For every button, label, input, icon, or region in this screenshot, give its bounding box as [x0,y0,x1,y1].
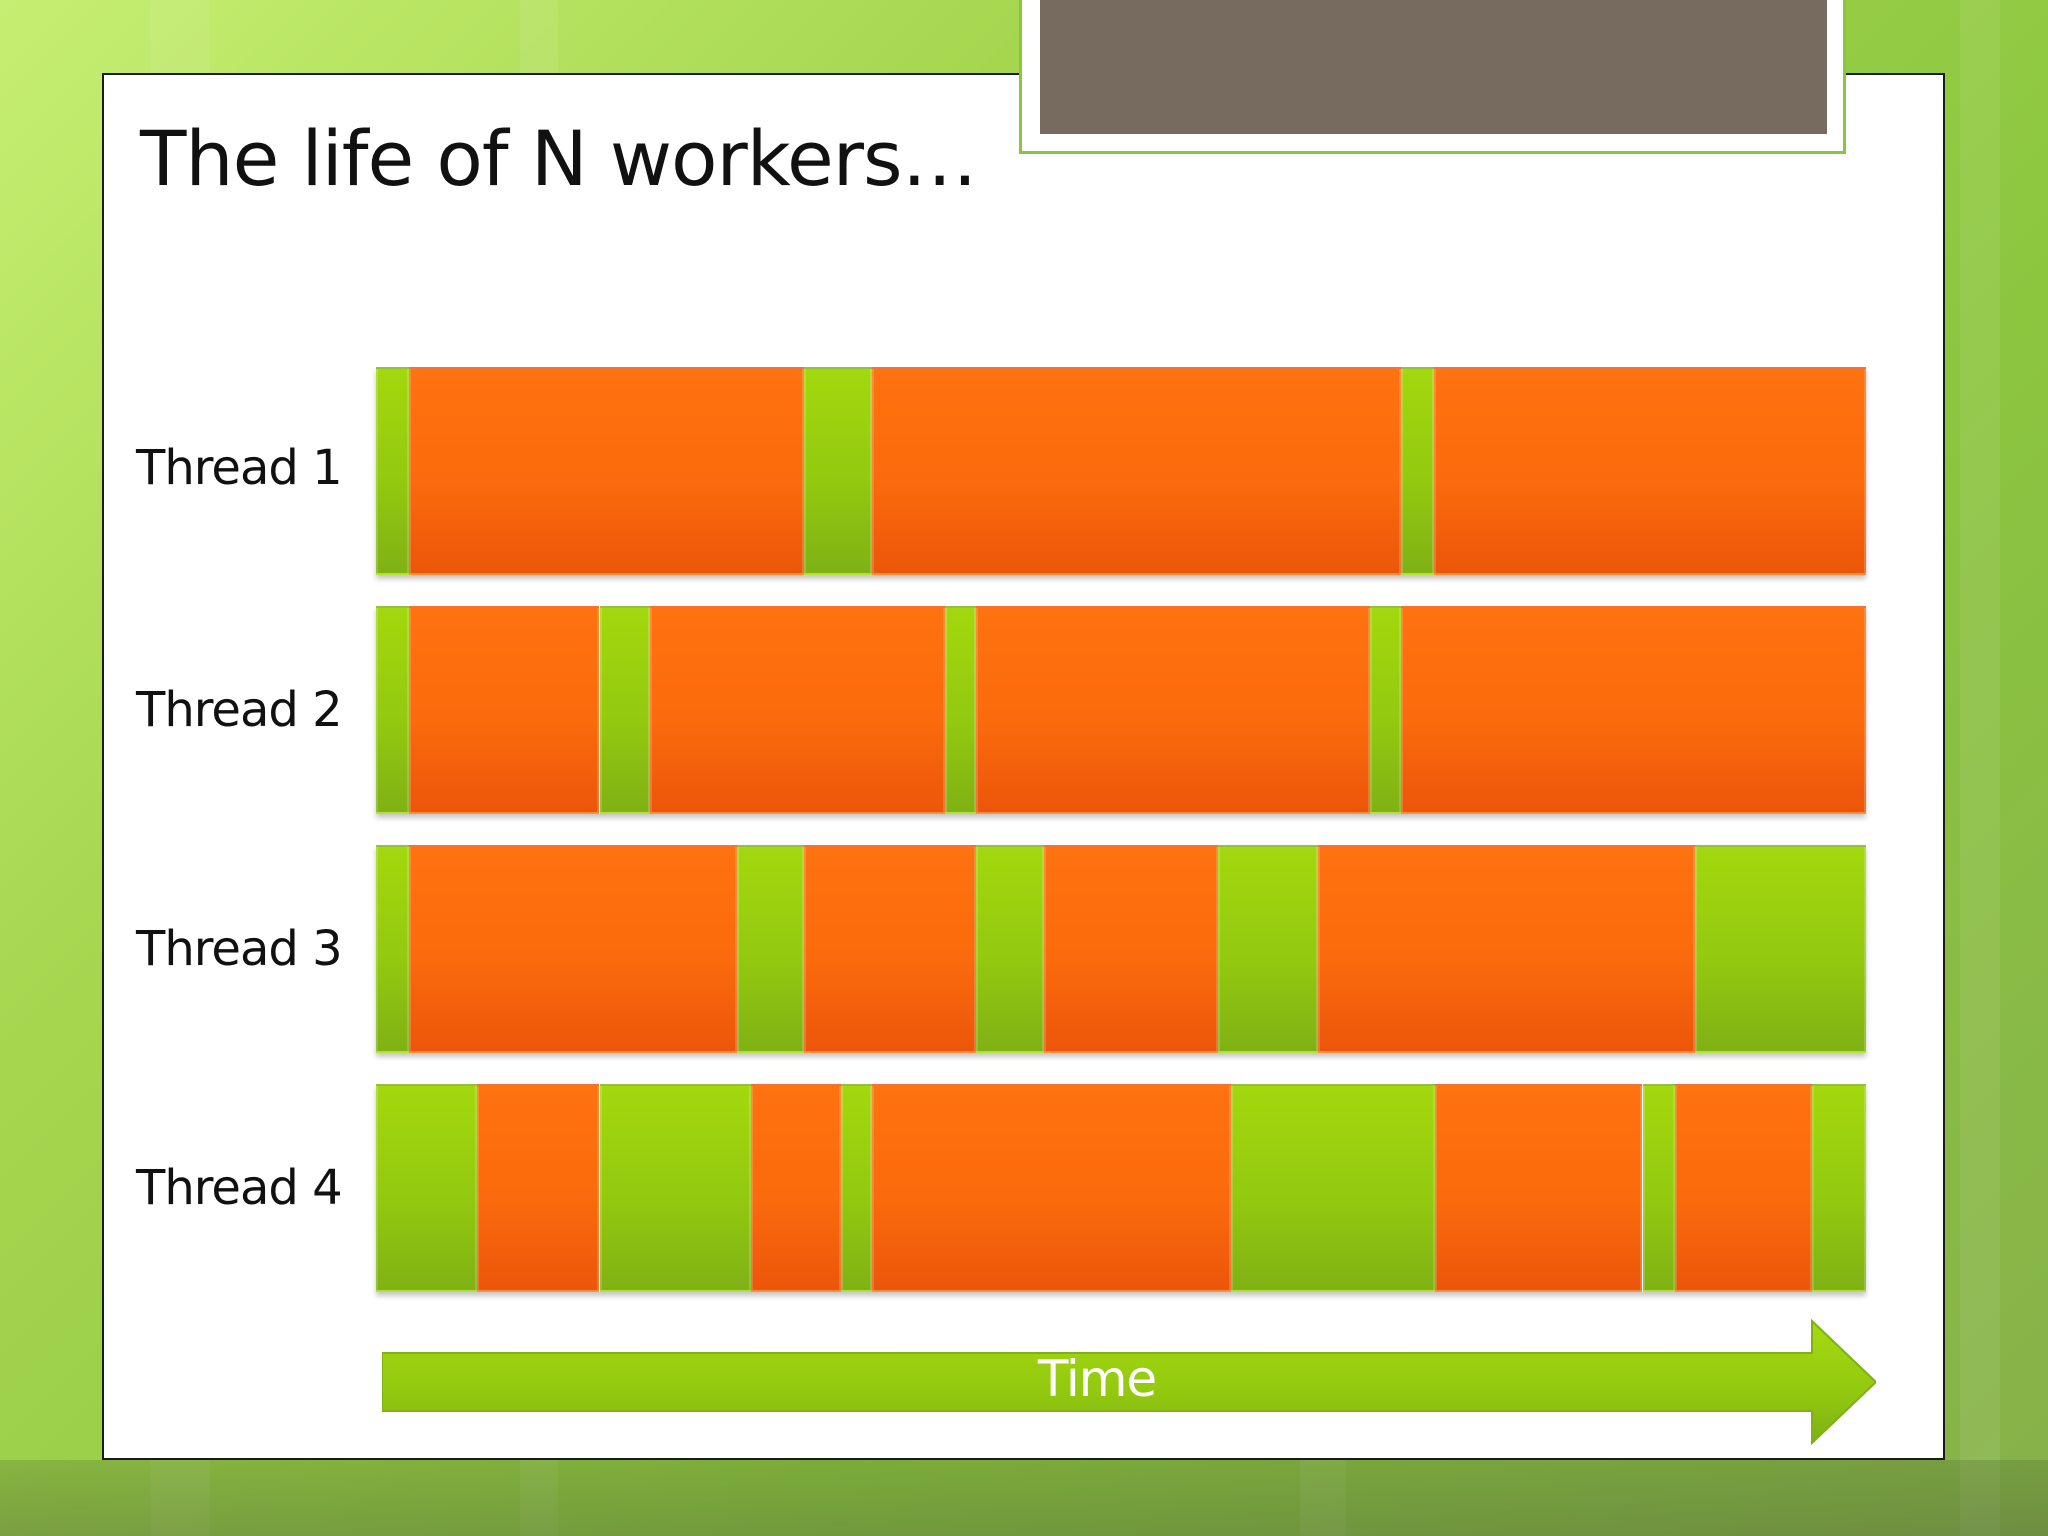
idle-segment [803,367,873,575]
time-label: Time [1037,1350,1157,1408]
idle-segment [376,845,409,1053]
working-segment [1675,1084,1813,1292]
thread-row-4 [376,1084,1866,1292]
idle-segment [976,845,1044,1053]
thread-label: Thread 3 [136,921,343,977]
idle-segment [1642,1084,1676,1292]
idle-segment [1369,606,1402,814]
working-segment [1401,606,1866,814]
working-segment [477,1084,600,1292]
thread-label: Thread 1 [136,440,343,496]
idle-segment [376,1084,478,1292]
working-segment [1043,845,1218,1053]
idle-segment [599,606,651,814]
thread-label: Thread 4 [136,1160,343,1216]
working-segment [872,367,1402,575]
idle-segment [1217,845,1318,1053]
idle-segment [1812,1084,1866,1292]
background-lower-band [0,1460,2048,1536]
working-segment [408,845,737,1053]
working-segment [803,845,977,1053]
working-segment [1433,367,1866,575]
working-segment [1317,845,1695,1053]
idle-segment [945,606,977,814]
working-segment [751,1084,841,1292]
working-segment [872,1084,1232,1292]
working-segment [408,606,600,814]
working-segment [1435,1084,1643,1292]
working-segment [976,606,1370,814]
idle-segment [736,845,804,1053]
thread-row-3 [376,845,1866,1053]
idle-segment [599,1084,752,1292]
thread-row-2 [376,606,1866,814]
working-segment [650,606,946,814]
idle-segment [1694,845,1866,1053]
thread-row-1 [376,367,1866,575]
background-stripe [1960,0,2000,1536]
idle-segment [1231,1084,1436,1292]
idle-segment [376,367,409,575]
header-panel [1040,0,1827,134]
slide-title: The life of N workers… [140,114,978,203]
time-arrow [382,1318,1876,1446]
thread-label: Thread 2 [136,682,343,738]
idle-segment [1401,367,1434,575]
working-segment [408,367,804,575]
idle-segment [840,1084,873,1292]
idle-segment [376,606,409,814]
